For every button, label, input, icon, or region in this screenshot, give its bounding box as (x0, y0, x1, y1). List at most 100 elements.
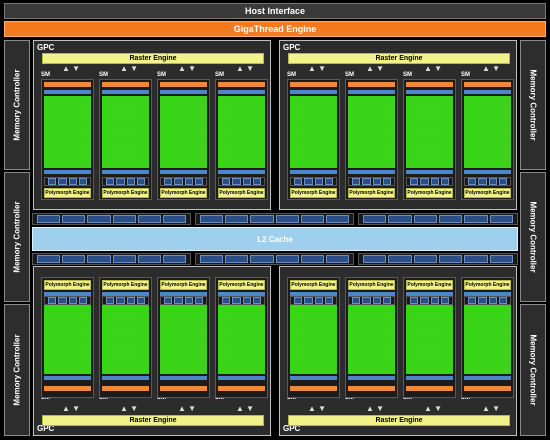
cuda-core (298, 120, 306, 126)
cuda-core (429, 356, 437, 362)
cache-block (363, 255, 387, 263)
cuda-core (199, 138, 206, 144)
cuda-core (141, 108, 148, 114)
cuda-core (199, 362, 206, 368)
cuda-core (364, 303, 371, 308)
streaming-multiprocessor: Polymorph Engine (345, 277, 398, 398)
cuda-core (407, 326, 414, 332)
cuda-cores (160, 96, 207, 168)
cache-block (222, 297, 231, 304)
cuda-core (379, 144, 387, 150)
cuda-core (176, 332, 183, 338)
cache-block (106, 297, 115, 304)
shared-memory (290, 296, 337, 305)
cuda-core (349, 326, 356, 332)
cuda-core (60, 356, 67, 362)
cuda-core (321, 120, 329, 126)
cache-block (372, 178, 381, 185)
cuda-core (503, 132, 510, 138)
cache-block (184, 178, 193, 185)
memory-controller-label: Memory Controller (12, 69, 22, 141)
cuda-core (364, 156, 371, 162)
cuda-core (414, 362, 422, 368)
cuda-core (257, 120, 264, 126)
cuda-core (313, 320, 321, 326)
cache-block (489, 215, 513, 223)
cuda-core (161, 350, 168, 356)
cuda-core (75, 108, 83, 114)
cuda-core (379, 108, 387, 114)
polymorph-engine: Polymorph Engine (218, 188, 265, 198)
cuda-core (422, 350, 429, 356)
cuda-core (45, 138, 52, 144)
cuda-core (52, 308, 60, 314)
cuda-core (465, 350, 472, 356)
cuda-core (257, 332, 264, 338)
cuda-core (103, 120, 110, 126)
cuda-core (437, 126, 445, 132)
cuda-core (45, 120, 52, 126)
cuda-core (168, 332, 176, 338)
cuda-core (407, 356, 414, 362)
cuda-core (480, 368, 487, 373)
cuda-core (356, 162, 364, 167)
cuda-core (45, 132, 52, 138)
cuda-cores (406, 96, 453, 168)
cuda-core (118, 320, 125, 326)
cuda-core (45, 126, 52, 132)
cuda-core (329, 320, 336, 326)
cuda-core (495, 332, 503, 338)
cuda-core (234, 326, 241, 332)
cuda-core (291, 108, 298, 114)
cuda-core (219, 126, 226, 132)
cuda-core (176, 138, 183, 144)
cuda-core (118, 308, 125, 314)
cuda-core (226, 162, 234, 167)
cuda-core (110, 102, 118, 108)
cuda-core (60, 156, 67, 162)
cuda-core (356, 303, 364, 308)
cuda-core (176, 344, 183, 350)
cuda-core (429, 126, 437, 132)
cuda-core (241, 332, 249, 338)
cuda-core (75, 97, 83, 102)
cuda-core (176, 308, 183, 314)
cuda-core (161, 138, 168, 144)
cuda-core (422, 102, 429, 108)
cuda-core (364, 162, 371, 167)
cuda-core (234, 132, 241, 138)
cuda-core (495, 368, 503, 373)
cuda-core (480, 114, 487, 120)
cuda-core (118, 150, 125, 156)
cuda-core (234, 362, 241, 368)
cuda-core (60, 108, 67, 114)
cuda-core (133, 102, 141, 108)
memory-controller-label: Memory Controller (528, 69, 538, 141)
cuda-core (291, 138, 298, 144)
cuda-core (75, 326, 83, 332)
cuda-core (176, 156, 183, 162)
cuda-core (306, 326, 313, 332)
cuda-core (176, 314, 183, 320)
cuda-core (118, 368, 125, 373)
cuda-core (183, 120, 191, 126)
cuda-core (487, 114, 495, 120)
cuda-core (387, 97, 394, 102)
cuda-core (387, 120, 394, 126)
cuda-core (191, 332, 199, 338)
cuda-core (371, 308, 379, 314)
cuda-core (118, 314, 125, 320)
cuda-core (234, 303, 241, 308)
cuda-core (422, 314, 429, 320)
cuda-core (503, 162, 510, 167)
cuda-core (503, 326, 510, 332)
cuda-core (241, 150, 249, 156)
polymorph-engine: Polymorph Engine (160, 188, 207, 198)
cuda-core (183, 114, 191, 120)
cuda-core (364, 97, 371, 102)
cuda-core (487, 368, 495, 373)
cuda-core (407, 138, 414, 144)
cuda-core (487, 332, 495, 338)
cuda-core (52, 97, 60, 102)
cuda-core (349, 314, 356, 320)
